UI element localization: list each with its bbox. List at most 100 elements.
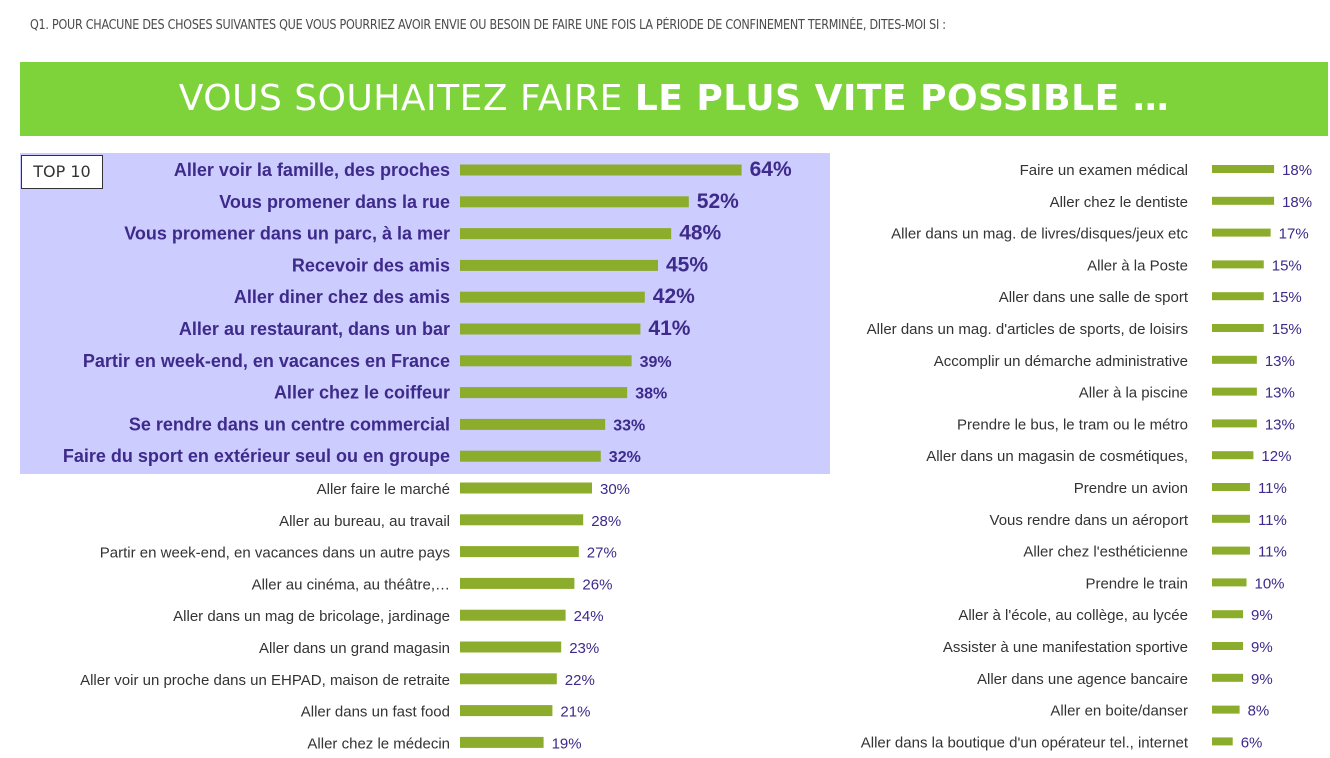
bar-label: Aller dans un grand magasin (259, 640, 450, 657)
bar (460, 514, 584, 526)
bar-label: Prendre un avion (1074, 480, 1188, 497)
banner-title-light: VOUS SOUHAITEZ FAIRE (178, 78, 635, 119)
bar-row: Recevoir des amis 45% (292, 253, 708, 276)
bar-label: Partir en week-end, en vacances en Franc… (83, 351, 450, 371)
bar-value-label: 9% (1251, 607, 1273, 624)
bar-row: Aller chez le dentiste 18% (1050, 194, 1313, 211)
bar-value-label: 9% (1251, 639, 1273, 656)
title-banner: VOUS SOUHAITEZ FAIRE LE PLUS VITE POSSIB… (20, 62, 1328, 136)
bar (1212, 355, 1257, 364)
bar (1212, 705, 1240, 714)
bar-row: Aller au bureau, au travail 28% (279, 513, 621, 530)
top10-tag: TOP 10 (21, 155, 103, 189)
bar-row: Aller à la Poste 15% (1087, 257, 1302, 274)
bar (1212, 642, 1244, 650)
bar-value-label: 33% (613, 417, 645, 434)
bar-row: Aller en boite/danser 8% (1050, 703, 1269, 720)
bar-value-label: 11% (1258, 512, 1287, 529)
bar-row: Faire du sport en extérieur seul ou en g… (63, 446, 641, 466)
bar-value-label: 23% (569, 640, 599, 657)
bar (460, 164, 742, 176)
bar (460, 546, 579, 558)
bar-label: Aller au restaurant, dans un bar (179, 319, 450, 339)
bar (460, 450, 601, 462)
bar-label: Prendre le bus, le tram ou le métro (957, 416, 1188, 433)
bar (1212, 196, 1275, 205)
bar-label: Aller dans un mag de bricolage, jardinag… (173, 608, 450, 625)
bar-row: Partir en week-end, en vacances dans un … (100, 545, 617, 562)
bar (460, 641, 562, 653)
bar (460, 228, 672, 240)
bar (1212, 673, 1244, 682)
bar-row: Vous promener dans un parc, à la mer 48% (124, 222, 721, 245)
bar-value-label: 28% (591, 513, 621, 530)
bar-value-label: 19% (552, 735, 582, 752)
bar-value-label: 18% (1282, 194, 1312, 211)
bar-row: Aller chez l'esthéticienne 11% (1023, 544, 1286, 561)
bar-label: Aller en boite/danser (1050, 703, 1188, 720)
bar (1212, 228, 1271, 237)
bar-row: Aller voir un proche dans un EHPAD, mais… (80, 672, 595, 689)
bar-value-label: 52% (697, 190, 739, 213)
bar-value-label: 18% (1282, 162, 1312, 179)
bar-value-label: 45% (666, 253, 708, 276)
bar (1212, 737, 1233, 746)
bar-value-label: 15% (1272, 257, 1302, 274)
bar-value-label: 64% (750, 158, 792, 181)
bar-row: Se rendre dans un centre commercial 33% (129, 414, 645, 434)
bar-label: Faire un examen médical (1020, 162, 1188, 179)
bar-row: Assister à une manifestation sportive 9% (943, 639, 1273, 656)
bar-label: Aller diner chez des amis (234, 287, 450, 307)
bar-row: Prendre le train 10% (1085, 575, 1284, 592)
bar (460, 323, 641, 335)
bar-row: Prendre un avion 11% (1074, 480, 1287, 497)
bar (460, 387, 628, 399)
bar-value-label: 15% (1272, 321, 1302, 338)
bar-row: Aller dans un mag. de livres/disques/jeu… (891, 226, 1309, 243)
bar-row: Aller dans un grand magasin 23% (259, 640, 599, 657)
bar-label: Aller chez le coiffeur (274, 383, 450, 403)
bar-row: Aller diner chez des amis 42% (234, 285, 695, 308)
bar (460, 609, 566, 621)
bar-label: Aller dans la boutique d'un opérateur te… (861, 734, 1189, 751)
bar-row: Aller chez le médecin 19% (307, 735, 581, 752)
bar-label: Recevoir des amis (292, 255, 450, 275)
bar-value-label: 48% (679, 222, 721, 245)
bar-label: Vous promener dans la rue (219, 192, 450, 212)
bar-row: Prendre le bus, le tram ou le métro 13% (957, 416, 1295, 433)
bar-label: Aller à l'école, au collège, au lycée (958, 607, 1188, 624)
bar (1212, 451, 1254, 460)
bar (1212, 610, 1244, 619)
bar-label: Aller à la piscine (1079, 385, 1188, 402)
bar-value-label: 13% (1265, 385, 1295, 402)
bar-row: Vous rendre dans un aéroport 11% (990, 512, 1287, 529)
bar-value-label: 26% (582, 576, 612, 593)
bar (460, 673, 557, 685)
bar (460, 196, 689, 208)
bar-value-label: 39% (640, 354, 672, 371)
bar-value-label: 10% (1255, 575, 1285, 592)
bar-label: Aller dans un fast food (301, 704, 450, 721)
bar-value-label: 30% (600, 481, 630, 498)
bar-value-label: 41% (648, 317, 690, 340)
bar-value-label: 11% (1258, 544, 1287, 561)
bar-label: Aller voir la famille, des proches (174, 160, 450, 180)
bar-label: Aller voir un proche dans un EHPAD, mais… (80, 672, 450, 689)
bar (1212, 292, 1264, 301)
bar-row: Aller à l'école, au collège, au lycée 9% (958, 607, 1272, 624)
bar-value-label: 32% (609, 449, 641, 466)
bar-value-label: 15% (1272, 289, 1302, 306)
bar-value-label: 21% (560, 704, 590, 721)
bar-value-label: 27% (587, 545, 617, 562)
bar-label: Faire du sport en extérieur seul ou en g… (63, 446, 450, 466)
bar-value-label: 9% (1251, 671, 1273, 688)
bar-label: Aller à la Poste (1087, 257, 1188, 274)
bar-label: Aller dans un magasin de cosmétiques, (926, 448, 1188, 465)
banner-title: VOUS SOUHAITEZ FAIRE LE PLUS VITE POSSIB… (20, 62, 1328, 136)
bar-row: Aller voir la famille, des proches 64% (174, 158, 792, 181)
bar-label: Aller chez le dentiste (1050, 194, 1188, 211)
bar-row: Vous promener dans la rue 52% (219, 190, 739, 213)
bar (460, 482, 592, 494)
bar-value-label: 8% (1248, 703, 1270, 720)
